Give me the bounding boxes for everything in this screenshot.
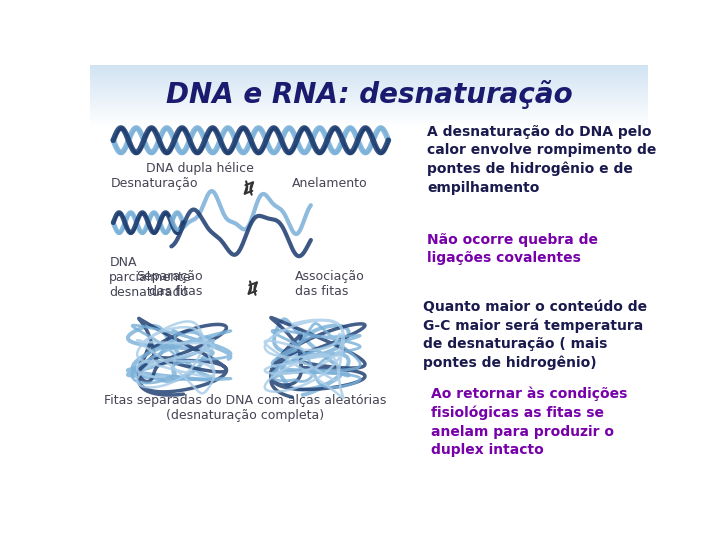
Text: Ao retornar às condições
fisiológicas as fitas se
anelam para produzir o
duplex : Ao retornar às condições fisiológicas as… (431, 387, 627, 457)
Bar (90, 90, 648, 91)
Text: Fitas separadas do DNA com alças aleatórias
(desnaturação completa): Fitas separadas do DNA com alças aleatór… (104, 394, 386, 422)
Bar (90, 98, 648, 99)
Bar (90, 118, 648, 119)
Bar (90, 113, 648, 114)
Text: Desnaturação: Desnaturação (111, 177, 199, 190)
Bar (90, 125, 648, 126)
Text: Separação
das fitas: Separação das fitas (136, 270, 202, 298)
Bar (90, 112, 648, 113)
Bar (90, 93, 648, 94)
Bar (90, 70, 648, 71)
Bar (90, 83, 648, 84)
Bar (90, 121, 648, 122)
Bar (90, 115, 648, 116)
Bar (90, 89, 648, 90)
Bar (90, 123, 648, 124)
Text: Quanto maior o conteúdo de
G-C maior será temperatura
de desnaturação ( mais
pon: Quanto maior o conteúdo de G-C maior ser… (423, 300, 647, 370)
Text: A desnaturação do DNA pelo
calor envolve rompimento de
pontes de hidrogênio e de: A desnaturação do DNA pelo calor envolve… (427, 125, 657, 195)
Bar (90, 65, 648, 66)
Text: DNA dupla hélice: DNA dupla hélice (145, 162, 253, 175)
Bar (90, 106, 648, 107)
Bar (90, 122, 648, 123)
Bar (90, 71, 648, 72)
Bar (90, 108, 648, 109)
Bar (90, 96, 648, 97)
Bar (90, 111, 648, 112)
Bar (90, 73, 648, 74)
Text: Associação
das fitas: Associação das fitas (295, 270, 365, 298)
Bar (90, 100, 648, 101)
Bar (90, 86, 648, 87)
Bar (90, 101, 648, 102)
Bar (90, 88, 648, 89)
Bar (90, 97, 648, 98)
Bar (90, 80, 648, 81)
Text: DNA e RNA: desnaturação: DNA e RNA: desnaturação (166, 79, 572, 109)
Bar (90, 74, 648, 75)
Bar (90, 68, 648, 69)
Bar (90, 104, 648, 105)
Text: Não ocorre quebra de
ligações covalentes: Não ocorre quebra de ligações covalentes (427, 233, 598, 265)
Bar (90, 119, 648, 120)
Bar (90, 82, 648, 83)
Bar (90, 109, 648, 110)
Bar (90, 110, 648, 111)
Bar (90, 102, 648, 103)
Text: Anelamento: Anelamento (292, 177, 367, 190)
Bar (90, 116, 648, 117)
Text: DNA
parcialmente
desnaturado: DNA parcialmente desnaturado (109, 256, 192, 299)
Bar (90, 94, 648, 95)
Bar (90, 77, 648, 78)
Bar (90, 84, 648, 85)
Bar (90, 99, 648, 100)
Bar (90, 69, 648, 70)
Bar (90, 78, 648, 79)
Bar (90, 81, 648, 82)
Bar (90, 66, 648, 67)
Bar (90, 72, 648, 73)
Bar (90, 76, 648, 77)
Bar (90, 117, 648, 118)
Bar (90, 120, 648, 121)
Bar (90, 75, 648, 76)
Bar (90, 87, 648, 88)
Bar (90, 114, 648, 115)
Bar (90, 124, 648, 125)
Bar (90, 92, 648, 93)
Bar (90, 79, 648, 80)
Bar (90, 105, 648, 106)
Bar (90, 103, 648, 104)
Bar (90, 91, 648, 92)
Bar (90, 67, 648, 68)
Bar (90, 85, 648, 86)
Bar (90, 95, 648, 96)
Bar (90, 107, 648, 108)
